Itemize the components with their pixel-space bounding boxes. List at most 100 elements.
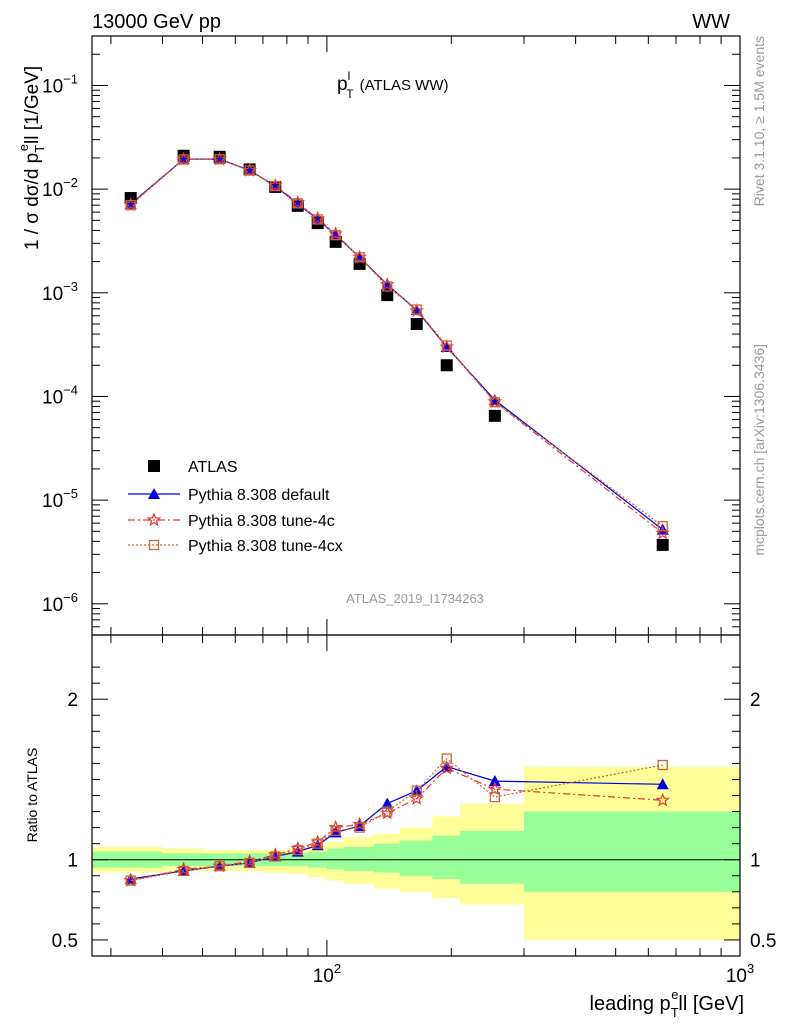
ratio-series-line-tune4cx	[130, 757, 663, 882]
ratio-y-tick-label-left: 1	[67, 851, 78, 872]
ratio-band-inner-bin	[524, 811, 741, 892]
x-tick-label: 102	[313, 961, 341, 987]
legend-marker-tune4cx	[148, 539, 160, 551]
main-point-default	[656, 523, 669, 535]
ratio-point-default	[488, 775, 501, 787]
main-y-tick-exp: −1	[63, 71, 78, 86]
ratio-point-tune4cx	[244, 857, 255, 869]
main-point-tune4cx	[178, 154, 189, 165]
x-tick-exp: 2	[334, 961, 341, 976]
main-point-tune4cx	[441, 340, 452, 351]
legend: ATLAS Pythia 8.308 default Pythia 8.308 tu…	[128, 459, 343, 555]
legend-marker-tune4c	[146, 512, 162, 527]
ratio-band-inner-bin	[344, 846, 375, 871]
ratio-band-inner-bin	[399, 840, 433, 876]
main-y-tick-base: 10	[42, 180, 63, 201]
ratio-point-tune4c	[655, 792, 670, 807]
main-point-tune4cx	[657, 521, 668, 532]
x-tick-exp: 3	[747, 961, 754, 976]
main-point-tune4cx	[270, 180, 281, 192]
ratio-point-tune4c	[439, 760, 454, 775]
ratio-point-tune4cx	[125, 875, 136, 886]
main-y-tick-base: 10	[42, 491, 63, 512]
ratio-y-tick-label-left: 2	[67, 690, 78, 711]
x-axis-label: leading pTell [GeV]	[590, 987, 745, 1020]
legend-label-tune4cx: Pythia 8.308 tune-4cx	[188, 538, 343, 555]
main-ylabel-sup: e	[16, 144, 31, 151]
main-y-axis-label: 1 / σ dσ/d pTell [1/GeV]	[16, 66, 47, 250]
main-point-tune4cx	[489, 397, 500, 408]
main-y-tick-exp: −6	[63, 590, 78, 605]
main-point-data	[488, 409, 501, 422]
main-point-tune4cx	[382, 281, 393, 292]
ratio-point-tune4cx	[354, 822, 365, 833]
main-y-tick-label: 10−6	[42, 590, 78, 616]
ratio-point-tune4cx	[292, 844, 303, 856]
main-y-tick-base: 10	[42, 284, 63, 305]
legend-label-data: ATLAS	[188, 459, 238, 476]
main-y-tick-exp: −5	[63, 486, 78, 501]
ratio-point-tune4cx	[178, 865, 189, 877]
ratio-series	[123, 753, 670, 887]
ratio-y-tick-label-left: 0.5	[52, 931, 78, 952]
ratio-point-tune4c	[409, 791, 425, 805]
rivet-side-label: Rivet 3.1.10, ≥ 1.5M events	[751, 36, 767, 206]
main-y-tick-label: 10−2	[42, 175, 78, 201]
ratio-point-tune4cx	[270, 851, 281, 862]
ratio-point-default	[381, 797, 394, 809]
xlabel-main: leading p	[590, 993, 671, 1015]
ratio-band-inner-bin	[326, 848, 345, 870]
main-point-data	[440, 359, 453, 372]
main-ylabel-suffix: ll [1/GeV]	[22, 66, 43, 144]
ratio-band-inner-bin	[373, 843, 401, 873]
ratio-point-tune4cx	[411, 785, 422, 796]
main-point-data	[410, 318, 423, 331]
main-point-data	[656, 538, 669, 551]
analysis-id: ATLAS_2019_I1734263	[346, 591, 484, 606]
main-point-tune4cx	[292, 198, 303, 209]
main-point-tune4cx	[244, 165, 255, 176]
main-y-tick-exp: −2	[63, 175, 78, 190]
xlabel-suffix: ll [GeV]	[678, 993, 744, 1015]
main-point-tune4cx	[125, 200, 136, 211]
ratio-point-tune4cx	[330, 825, 341, 836]
main-point-tune4cx	[411, 304, 422, 315]
ratio-y-tick-label-right: 0.5	[750, 931, 776, 952]
ratio-point-tune4c	[487, 781, 503, 796]
main-y-tick-exp: −3	[63, 279, 78, 294]
ratio-band-inner-bin	[432, 835, 461, 879]
main-series-line-tune4cx	[130, 158, 664, 527]
mcplots-side-label: mcplots.cern.ch [arXiv:1306.3436]	[751, 344, 767, 556]
main-y-tick-label: 10−1	[42, 71, 78, 97]
main-y-tick-exp: −4	[63, 382, 78, 397]
ratio-point-tune4cx	[657, 759, 668, 771]
main-point-tune4cx	[330, 229, 341, 241]
xlabel-sup: e	[671, 987, 678, 1002]
header-left-label: 13000 GeV pp	[92, 11, 221, 33]
main-series-line-tune4c	[130, 158, 664, 534]
legend-marker-data	[148, 460, 160, 472]
main-title: pl T (ATLAS WW)	[337, 69, 448, 101]
main-axes: 10−610−510−410−310−210−1	[42, 36, 741, 636]
main-title-sub: T	[346, 87, 354, 101]
ratio-point-tune4cx	[214, 860, 225, 872]
main-y-tick-label: 10−5	[42, 486, 78, 512]
ratio-point-default	[656, 778, 669, 790]
main-point-tune4cx	[312, 214, 323, 225]
main-point-data	[381, 289, 394, 302]
main-y-tick-base: 10	[42, 387, 63, 408]
main-ylabel-sub: T	[32, 145, 47, 153]
ratio-point-tune4cx	[441, 753, 452, 764]
ratio-y-tick-label-right: 1	[750, 851, 761, 872]
main-title-p: p	[337, 74, 348, 95]
header-right-label: WW	[692, 11, 730, 33]
main-y-tick-base: 10	[42, 76, 63, 97]
main-title-suffix: (ATLAS WW)	[360, 77, 449, 94]
main-y-tick-base: 10	[42, 595, 63, 616]
xlabel-sub: T	[671, 1005, 679, 1020]
main-ylabel-text: 1 / σ dσ/d p	[22, 153, 43, 250]
ratio-point-tune4cx	[489, 791, 500, 803]
legend-label-tune4c: Pythia 8.308 tune-4c	[188, 513, 335, 530]
